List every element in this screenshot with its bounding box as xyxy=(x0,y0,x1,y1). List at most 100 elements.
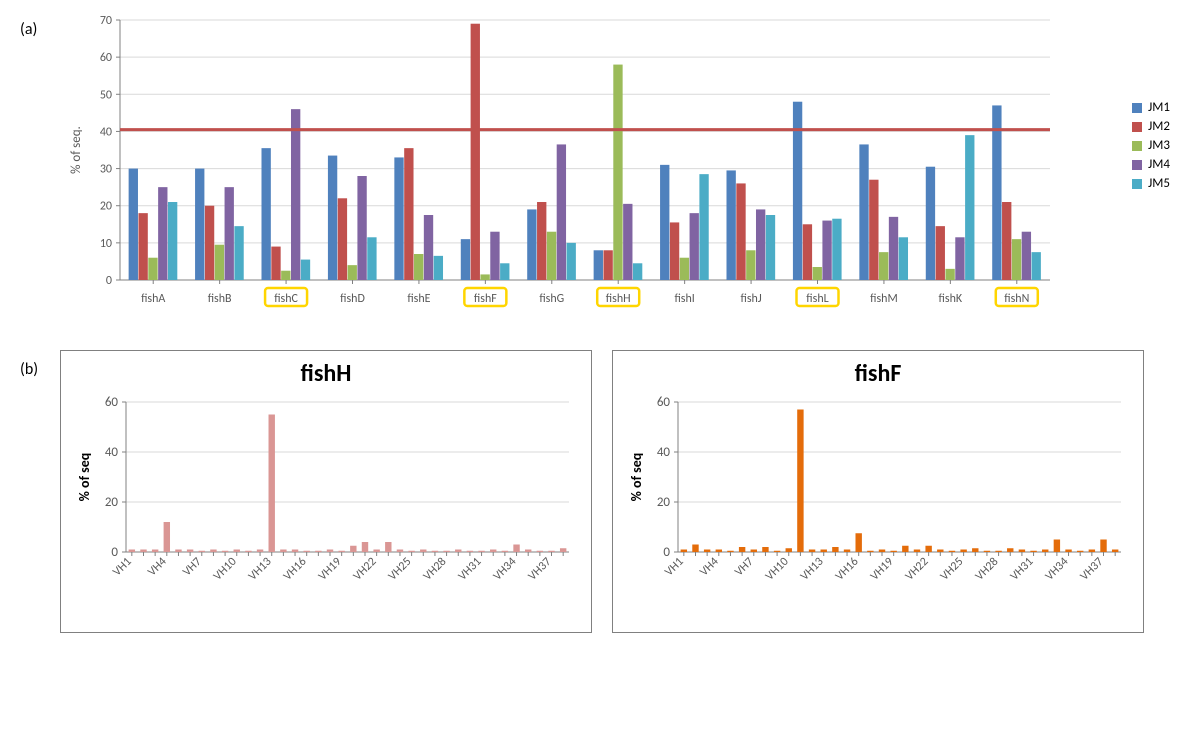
mini-bar-7 xyxy=(199,551,205,552)
mini-bar-25 xyxy=(408,551,414,552)
ytick-label: 0 xyxy=(111,545,118,560)
bar-fishK-JM2 xyxy=(936,226,945,280)
bar-fishK-JM4 xyxy=(955,237,964,280)
mini-xlabel-VH10: VH10 xyxy=(211,555,240,584)
bar-fishI-JM1 xyxy=(660,165,669,280)
mini-bar-7 xyxy=(751,550,757,553)
ytick-label: 50 xyxy=(100,88,112,102)
mini-bar-2 xyxy=(140,550,146,553)
mini-bar-5 xyxy=(727,551,733,552)
mini-xlabel-VH22: VH22 xyxy=(351,555,380,584)
mini-xlabel-VH28: VH28 xyxy=(421,555,450,584)
mini-bar-34 xyxy=(513,545,519,553)
bar-fishH-JM5 xyxy=(633,263,642,280)
bar-fishJ-JM5 xyxy=(766,215,775,280)
ytick-label: 0 xyxy=(663,545,670,560)
mini-bar-38 xyxy=(1112,550,1118,553)
bar-fishJ-JM3 xyxy=(746,250,755,280)
mini-bar-6 xyxy=(187,550,193,553)
mini-bar-25 xyxy=(960,550,966,553)
chart-a-container: 010203040506070% of seq.fishAfishBfishCf… xyxy=(60,10,1060,330)
bar-fishG-JM3 xyxy=(547,232,556,280)
mini-bar-4 xyxy=(716,550,722,553)
mini-xlabel-VH16: VH16 xyxy=(833,555,862,584)
mini-bar-16 xyxy=(855,533,861,552)
mini-chart-fishH: 0204060% of seqVH1VH4VH7VH10VH13VH16VH19… xyxy=(71,392,581,622)
bar-fishB-JM3 xyxy=(215,245,224,280)
bar-fishG-JM4 xyxy=(557,144,566,280)
mini-bar-12 xyxy=(809,550,815,553)
bar-fishE-JM5 xyxy=(434,256,443,280)
mini-bar-27 xyxy=(432,551,438,552)
mini-xlabel-VH28: VH28 xyxy=(973,555,1002,584)
mini-bar-14 xyxy=(280,550,286,553)
ytick-label: 70 xyxy=(100,14,112,28)
ytick-label: 60 xyxy=(657,395,671,410)
chart-a-legend: JM1JM2JM3JM4JM5 xyxy=(1132,100,1170,195)
mini-xlabel-VH34: VH34 xyxy=(1043,555,1072,584)
xlabel-fishG: fishG xyxy=(539,292,564,306)
mini-chart-fishF: 0204060% of seqVH1VH4VH7VH10VH13VH16VH19… xyxy=(623,392,1133,622)
bar-fishE-JM3 xyxy=(414,254,423,280)
mini-bar-20 xyxy=(902,546,908,552)
xlabel-fishJ: fishJ xyxy=(740,292,761,306)
bar-fishB-JM4 xyxy=(225,187,234,280)
mini-bar-10 xyxy=(234,550,240,553)
mini-bar-36 xyxy=(537,551,543,552)
mini-xlabel-VH22: VH22 xyxy=(903,555,932,584)
xlabel-fishC: fishC xyxy=(274,292,298,306)
mini-xlabel-VH4: VH4 xyxy=(145,555,169,579)
mini-bar-35 xyxy=(1077,551,1083,552)
mini-bar-22 xyxy=(373,550,379,553)
bar-fishG-JM2 xyxy=(537,202,546,280)
mini-bar-33 xyxy=(1054,540,1060,553)
mini-bar-21 xyxy=(362,542,368,552)
mini-bar-15 xyxy=(844,550,850,553)
subpanel-fishH: fishH0204060% of seqVH1VH4VH7VH10VH13VH1… xyxy=(60,350,592,633)
bar-fishM-JM4 xyxy=(889,217,898,280)
bar-fishA-JM5 xyxy=(168,202,177,280)
bar-fishA-JM1 xyxy=(129,169,138,280)
bar-fishM-JM5 xyxy=(899,237,908,280)
mini-bar-3 xyxy=(704,550,710,553)
bar-fishM-JM3 xyxy=(879,252,888,280)
mini-bar-9 xyxy=(774,551,780,552)
bar-fishB-JM1 xyxy=(195,169,204,280)
xlabel-fishH: fishH xyxy=(606,292,631,306)
mini-bar-34 xyxy=(1065,550,1071,553)
mini-bar-19 xyxy=(890,551,896,552)
bar-fishN-JM3 xyxy=(1012,239,1021,280)
bar-fishJ-JM1 xyxy=(726,170,735,280)
mini-bar-19 xyxy=(338,551,344,552)
mini-bar-37 xyxy=(1100,540,1106,553)
panel-a-row: (a) 010203040506070% of seq.fishAfishBfi… xyxy=(20,10,1180,330)
bar-fishJ-JM2 xyxy=(736,183,745,280)
legend-item-JM2: JM2 xyxy=(1132,119,1170,134)
mini-bar-18 xyxy=(879,550,885,553)
mini-xlabel-VH37: VH37 xyxy=(526,555,555,584)
mini-xlabel-VH25: VH25 xyxy=(386,555,415,584)
bar-fishF-JM5 xyxy=(500,263,509,280)
mini-bar-22 xyxy=(925,546,931,552)
bar-fishD-JM1 xyxy=(328,156,337,280)
bar-fishD-JM4 xyxy=(357,176,366,280)
mini-bar-35 xyxy=(525,550,531,553)
xlabel-fishN: fishN xyxy=(1004,292,1029,306)
bar-fishC-JM1 xyxy=(261,148,270,280)
legend-label: JM2 xyxy=(1148,119,1170,134)
bar-fishL-JM5 xyxy=(832,219,841,280)
xlabel-fishB: fishB xyxy=(208,292,232,306)
bar-fishE-JM1 xyxy=(394,157,403,280)
bar-fishM-JM2 xyxy=(869,180,878,280)
xlabel-fishF: fishF xyxy=(474,292,497,306)
legend-item-JM1: JM1 xyxy=(1132,100,1170,115)
ytick-label: 40 xyxy=(657,445,671,460)
mini-bar-8 xyxy=(762,547,768,552)
ytick-label: 60 xyxy=(100,51,112,65)
subpanels-container: fishH0204060% of seqVH1VH4VH7VH10VH13VH1… xyxy=(60,350,1164,633)
mini-xlabel-VH19: VH19 xyxy=(868,555,897,584)
bar-fishL-JM2 xyxy=(803,224,812,280)
mini-bar-23 xyxy=(937,550,943,553)
xlabel-fishD: fishD xyxy=(340,292,365,306)
bar-fishH-JM2 xyxy=(603,250,612,280)
